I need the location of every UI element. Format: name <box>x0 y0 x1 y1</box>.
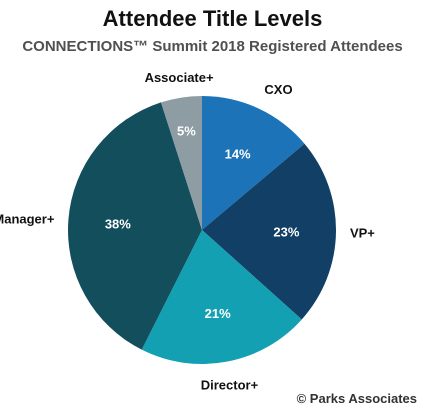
pie-category-label-associate: Associate+ <box>145 70 214 85</box>
pie-slice-director <box>141 230 302 364</box>
pie-category-label-vp: VP+ <box>350 225 375 240</box>
pie-value-label-vp: 23% <box>273 224 299 239</box>
pie-slice-manager <box>68 102 203 350</box>
chart-subtitle: CONNECTIONS™ Summit 2018 Registered Atte… <box>22 38 403 55</box>
pie-value-label-cxo: 14% <box>225 146 251 161</box>
source-credit: © Parks Associates <box>296 391 417 406</box>
pie-category-label-director: Director+ <box>201 377 259 392</box>
pie-slice-vp <box>202 143 336 320</box>
chart-title: Attendee Title Levels <box>102 6 323 31</box>
pie-slice-cxo <box>202 96 305 230</box>
pie-value-label-director: 21% <box>205 306 231 321</box>
pie-value-label-associate: 5% <box>177 124 196 139</box>
pie-category-label-manager: Manager+ <box>0 212 55 227</box>
pie-value-label-manager: 38% <box>105 216 131 231</box>
pie-slices <box>68 96 336 364</box>
pie-category-labels: CXO VP+ Director+ Manager+ Associate+ <box>0 70 375 393</box>
pie-category-label-cxo: CXO <box>264 82 292 97</box>
pie-slice-associate <box>160 96 202 230</box>
pie-value-labels: 14% 23% 21% 38% 5% <box>105 124 300 321</box>
